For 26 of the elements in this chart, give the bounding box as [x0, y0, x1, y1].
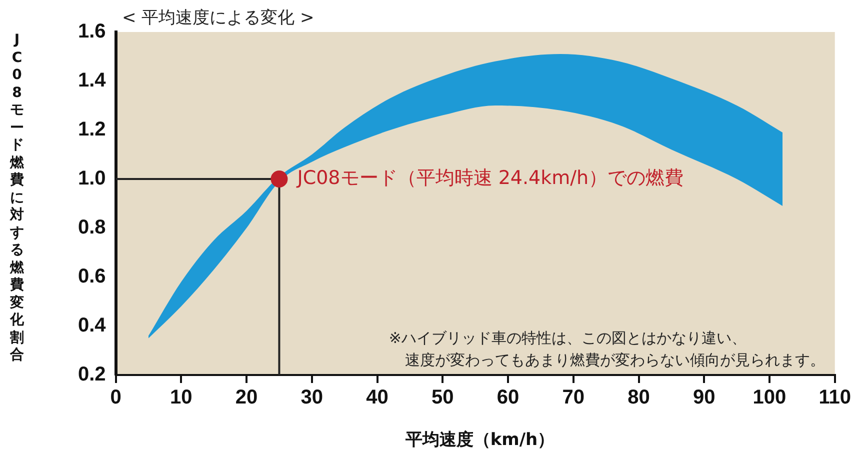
x-tick-label: 90: [693, 386, 716, 409]
y-tick-label: 0.2: [78, 364, 106, 386]
x-axis-title: 平均速度（km/h）: [404, 429, 556, 451]
annotation: ※ハイブリッド車の特性は、この図とはかなり違い、: [388, 329, 746, 347]
annotation: 速度が変わってもあまり燃費が変わらない傾向が見られます。: [404, 351, 825, 369]
y-tick-label: 1.2: [78, 118, 106, 141]
x-tick-label: 110: [818, 386, 851, 409]
y-tick-label: 0.6: [78, 266, 106, 288]
y-tick-label: 0.4: [78, 314, 107, 337]
x-tick-label: 0: [110, 386, 122, 409]
x-tick-label: 10: [170, 386, 192, 409]
y-tick-label: 1.6: [78, 20, 106, 43]
y-tick-label: 1.4: [78, 70, 107, 92]
y-tick-label: 1.0: [78, 168, 106, 190]
x-tick-label: 60: [496, 386, 520, 409]
x-tick-label: 40: [366, 386, 388, 409]
x-tick-label: 30: [300, 386, 324, 409]
x-tick-label: 50: [432, 386, 454, 409]
x-tick-label: 80: [628, 386, 650, 409]
x-tick-label: 70: [562, 386, 585, 409]
x-tick-label: 100: [752, 386, 786, 409]
text: JC08モード燃費に対する燃費変化割合: [10, 32, 24, 363]
x-tick-label: 20: [235, 386, 258, 409]
annotation: JC08モード（平均時速 24.4km/h）での燃費: [296, 166, 684, 189]
chart-title: < 平均速度による変化 >: [122, 7, 314, 29]
y-tick-label: 0.8: [78, 216, 106, 239]
